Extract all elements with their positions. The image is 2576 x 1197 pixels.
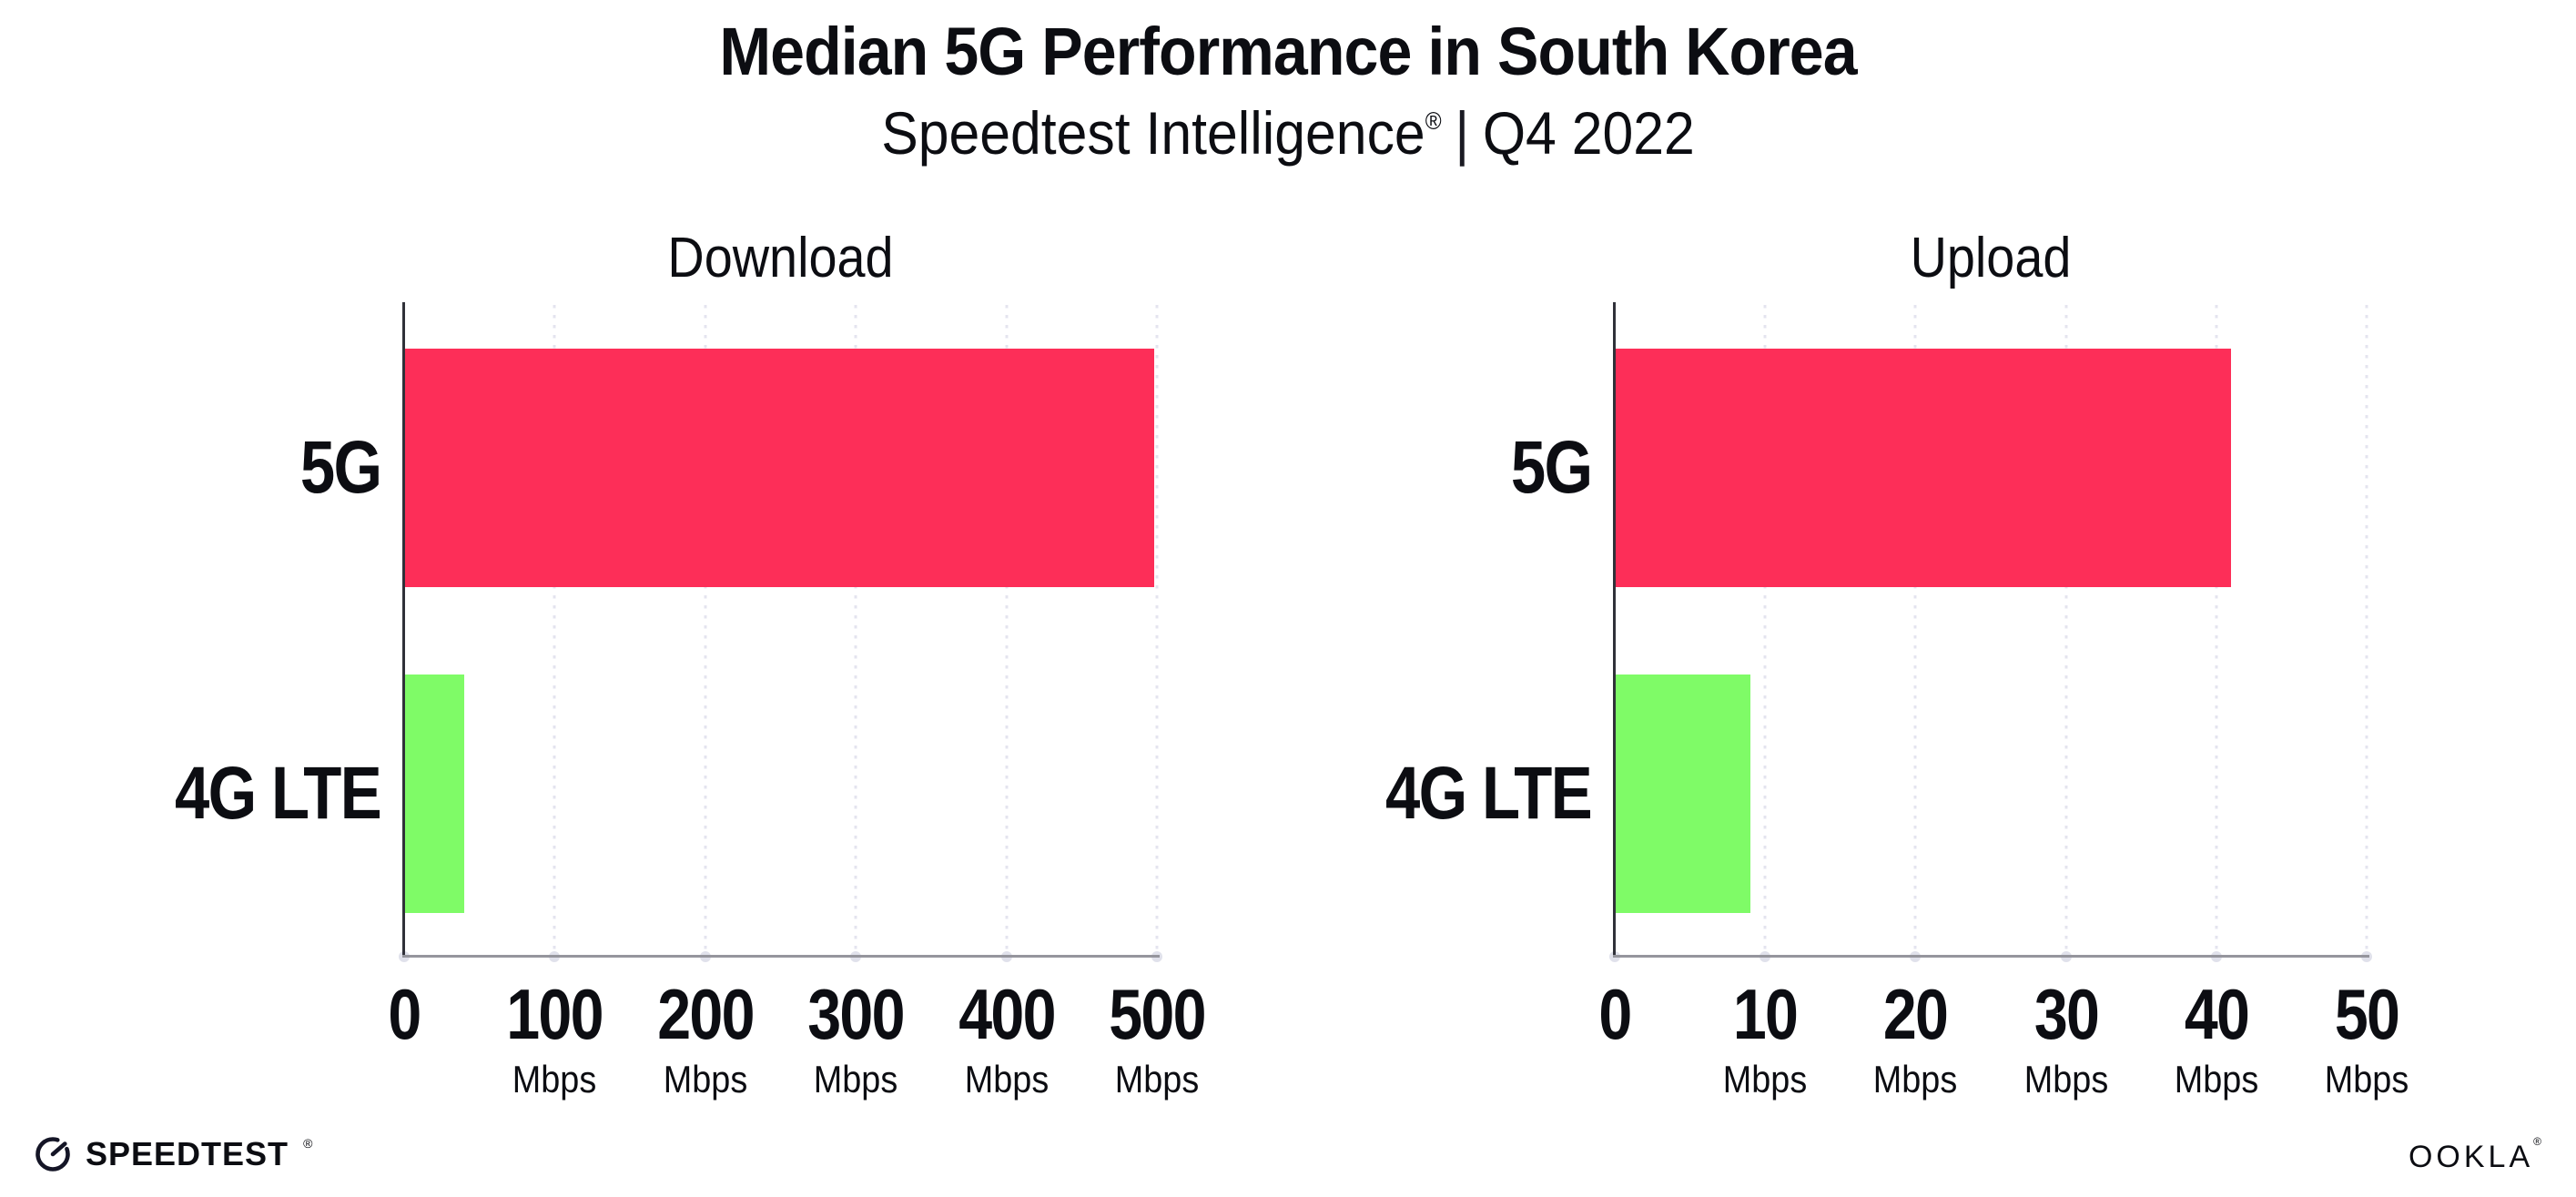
x-tick-unit: Mbps	[1114, 1058, 1200, 1101]
gridline	[854, 305, 857, 957]
ookla-logo: OOKLA®	[2408, 1135, 2545, 1175]
x-tick: 300 Mbps	[799, 979, 912, 1099]
download-chart: Download 5G 4G LTE 0 100 Mbps 200 Mbps 300 Mbp…	[175, 227, 1206, 1099]
x-tick-unit: Mbps	[663, 1058, 748, 1101]
download-5g-bar	[404, 349, 1154, 587]
subtitle-brand: Speedtest Intelligence	[881, 99, 1425, 167]
ookla-logo-text: OOKLA	[2408, 1140, 2534, 1174]
x-tick-value: 300	[807, 974, 905, 1054]
gridline	[1005, 305, 1009, 957]
upload-5g-bar	[1615, 349, 2232, 587]
x-tick-value: 0	[1598, 974, 1632, 1054]
category-label-5g: 5G	[285, 349, 381, 587]
upload-4g-lte-bar	[1615, 675, 1750, 913]
download-4g-lte-bar	[404, 675, 465, 913]
ookla-trademark-symbol: ®	[2533, 1134, 2545, 1148]
x-tick-value: 30	[2033, 974, 2099, 1054]
x-tick-value: 50	[2334, 974, 2400, 1054]
x-tick: 10 Mbps	[1719, 979, 1812, 1099]
speedtest-logo: SPEEDTEST ®	[33, 1134, 313, 1174]
x-tick-unit: Mbps	[2023, 1058, 2108, 1101]
x-tick-value: 20	[1883, 974, 1949, 1054]
x-tick-value: 400	[958, 974, 1056, 1054]
category-label-4g-lte-text: 4G LTE	[175, 752, 382, 835]
x-tick-value: 10	[1733, 974, 1799, 1054]
x-tick-unit: Mbps	[2324, 1058, 2409, 1101]
category-label-4g-lte-text: 4G LTE	[1385, 752, 1593, 835]
gridline	[1763, 305, 1767, 957]
subtitle-period: Q4 2022	[1482, 99, 1695, 167]
x-axis-line	[1613, 955, 2369, 958]
x-tick: 400 Mbps	[950, 979, 1063, 1099]
category-label-4g-lte: 4G LTE	[1346, 675, 1593, 913]
x-tick-value: 0	[388, 974, 421, 1054]
page-subtitle: Speedtest Intelligence® | Q4 2022	[103, 98, 2473, 167]
category-label-5g: 5G	[1496, 349, 1592, 587]
x-tick-unit: Mbps	[1722, 1058, 1808, 1101]
x-tick: 0	[385, 979, 422, 1050]
download-chart-title: Download	[667, 227, 894, 289]
y-axis-line	[1613, 302, 1616, 957]
x-tick-value: 200	[657, 974, 755, 1054]
gridline	[704, 305, 707, 957]
x-tick-unit: Mbps	[964, 1058, 1049, 1101]
x-tick: 500 Mbps	[1100, 979, 1213, 1099]
gridline	[553, 305, 556, 957]
gridline	[2215, 305, 2218, 957]
speedtest-trademark-symbol: ®	[303, 1136, 313, 1151]
x-tick: 0	[1596, 979, 1633, 1050]
x-tick: 30 Mbps	[2019, 979, 2113, 1099]
x-tick-unit: Mbps	[2174, 1058, 2259, 1101]
x-tick-unit: Mbps	[813, 1058, 898, 1101]
upload-plot-area	[1609, 302, 2372, 962]
y-axis-line	[402, 302, 405, 957]
gridline	[2365, 305, 2368, 957]
gridline	[2064, 305, 2068, 957]
x-tick: 20 Mbps	[1869, 979, 1962, 1099]
x-tick-unit: Mbps	[1873, 1058, 1958, 1101]
x-tick: 100 Mbps	[498, 979, 611, 1099]
gridline	[1913, 305, 1917, 957]
category-label-5g-text: 5G	[1510, 426, 1592, 509]
x-tick: 50 Mbps	[2320, 979, 2414, 1099]
upload-chart-title: Upload	[1910, 227, 2072, 289]
x-tick-value: 40	[2184, 974, 2250, 1054]
download-plot-area	[399, 302, 1162, 962]
subtitle-separator: |	[1455, 99, 1470, 167]
category-label-5g-text: 5G	[299, 426, 381, 509]
registered-trademark-symbol: ®	[1425, 107, 1442, 135]
category-label-4g-lte: 4G LTE	[136, 675, 382, 913]
x-tick-value: 500	[1109, 974, 1206, 1054]
x-tick: 200 Mbps	[649, 979, 762, 1099]
speedtest-logo-text: SPEEDTEST	[86, 1135, 289, 1172]
upload-chart: Upload 5G 4G LTE 0 10 Mbps 20 Mbps 30 Mbps 40 Mb…	[1385, 227, 2409, 1099]
speedtest-gauge-icon	[35, 1137, 70, 1172]
gridline	[1155, 305, 1159, 957]
x-tick-value: 100	[506, 974, 604, 1054]
x-tick-unit: Mbps	[512, 1058, 597, 1101]
page-title: Median 5G Performance in South Korea	[719, 14, 1857, 89]
x-axis-line	[402, 955, 1160, 958]
x-tick: 40 Mbps	[2169, 979, 2263, 1099]
